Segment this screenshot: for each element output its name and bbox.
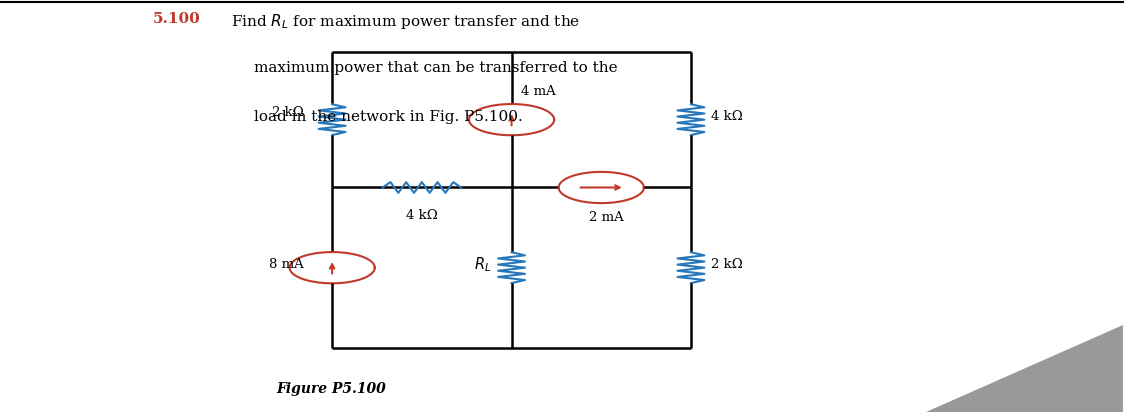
- Text: Figure P5.100: Figure P5.100: [277, 381, 386, 395]
- Text: load in the network in Fig. P5.100.: load in the network in Fig. P5.100.: [254, 110, 523, 124]
- Text: 4 kΩ: 4 kΩ: [406, 209, 437, 221]
- Text: 2 kΩ: 2 kΩ: [272, 106, 305, 119]
- Text: $R_L$: $R_L$: [474, 254, 491, 273]
- Polygon shape: [926, 325, 1123, 412]
- Text: Find $R_L$ for maximum power transfer and the: Find $R_L$ for maximum power transfer an…: [232, 12, 580, 31]
- Text: 4 mA: 4 mA: [520, 85, 555, 98]
- Text: 4 kΩ: 4 kΩ: [711, 110, 743, 123]
- Text: 2 kΩ: 2 kΩ: [711, 257, 743, 271]
- Text: 8 mA: 8 mA: [270, 257, 305, 271]
- Text: maximum power that can be transferred to the: maximum power that can be transferred to…: [254, 61, 617, 75]
- Text: 2 mA: 2 mA: [589, 211, 624, 223]
- Text: 5.100: 5.100: [153, 12, 200, 26]
